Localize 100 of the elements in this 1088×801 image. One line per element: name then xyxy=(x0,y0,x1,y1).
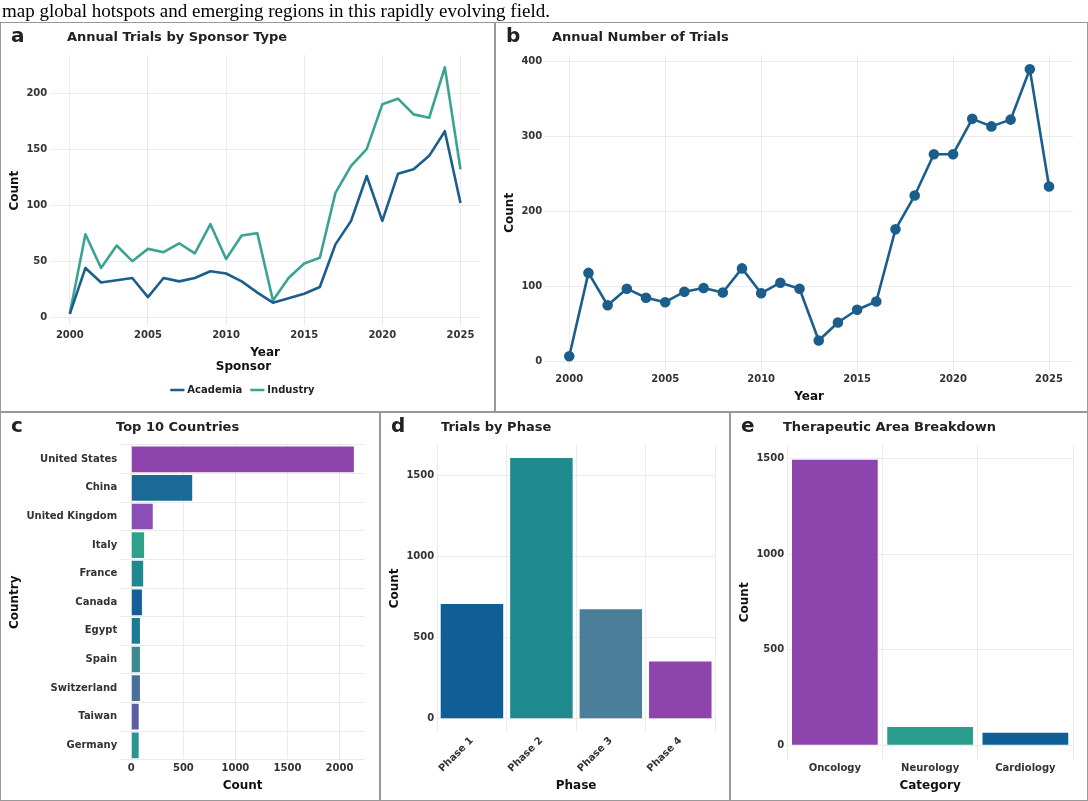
y-tick-label: 1000 xyxy=(406,550,435,562)
point xyxy=(717,287,729,298)
point xyxy=(698,282,709,294)
point xyxy=(890,224,901,235)
x-tick-label: 500 xyxy=(172,762,194,774)
y-tick-label: Taiwan xyxy=(78,710,118,722)
point xyxy=(602,299,613,311)
point xyxy=(909,190,920,201)
chart-title: Trials by Phase xyxy=(441,419,552,434)
y-tick-label: Canada xyxy=(75,595,118,607)
y-tick-label: France xyxy=(79,567,118,579)
y-tick-label: 1000 xyxy=(756,547,785,559)
y-tick-label: China xyxy=(85,481,118,493)
y-tick-label: 150 xyxy=(26,142,48,154)
bar xyxy=(131,703,139,730)
text: d xyxy=(391,413,406,437)
point xyxy=(736,263,748,274)
x-tick-label: 0 xyxy=(127,762,135,774)
point xyxy=(563,351,575,362)
point xyxy=(1024,63,1036,75)
point xyxy=(1043,181,1055,192)
chart-title: Annual Number of Trials xyxy=(552,29,729,44)
y-tick-label: 0 xyxy=(535,355,543,367)
point xyxy=(928,148,940,160)
point xyxy=(966,113,978,125)
point xyxy=(640,292,652,304)
legend-label: Industry xyxy=(267,383,316,395)
legend-title: Sponsor xyxy=(215,358,272,373)
bar xyxy=(792,459,878,745)
y-tick-label: 100 xyxy=(26,198,48,210)
chart-title: Annual Trials by Sponsor Type xyxy=(67,29,288,44)
point xyxy=(832,317,844,328)
point xyxy=(986,121,997,132)
y-tick-label: Switzerland xyxy=(50,681,118,693)
chart-title: Top 10 Countries xyxy=(116,419,240,434)
x-tick-label: 2020 xyxy=(939,373,968,385)
point xyxy=(813,335,825,346)
bar xyxy=(649,661,712,719)
y-axis-title: Count xyxy=(737,582,752,623)
x-axis-title: Year xyxy=(793,388,825,403)
bar xyxy=(131,560,144,587)
point xyxy=(583,267,594,279)
point xyxy=(851,304,863,316)
y-tick-label: Egypt xyxy=(84,624,118,636)
bar xyxy=(131,589,142,616)
text: e xyxy=(741,413,755,437)
y-tick-label: United States xyxy=(40,452,118,464)
x-axis-title: Phase xyxy=(555,777,597,792)
y-tick-label: 0 xyxy=(40,310,48,322)
y-tick-label: 50 xyxy=(33,254,48,266)
x-axis-title: Year xyxy=(249,344,281,359)
x-tick-label: 2000 xyxy=(555,373,584,385)
y-tick-label: Spain xyxy=(85,653,118,665)
x-tick-label: 2025 xyxy=(446,328,475,340)
bar xyxy=(131,732,139,759)
y-tick-label: 1500 xyxy=(756,451,785,463)
y-tick-label: 1500 xyxy=(406,469,435,481)
x-tick-label: 2015 xyxy=(290,328,319,340)
y-tick-label: United Kingdom xyxy=(26,510,118,522)
y-axis-title: Count xyxy=(387,568,402,609)
bar xyxy=(131,475,193,501)
y-axis-title: Country xyxy=(7,575,22,630)
point xyxy=(947,148,959,160)
x-axis-title: Count xyxy=(222,777,263,792)
x-tick-label: 1000 xyxy=(221,762,250,774)
point xyxy=(659,296,671,308)
x-axis-title: Category xyxy=(899,777,961,792)
chart-title: Therapeutic Area Breakdown xyxy=(783,419,997,434)
x-tick-label: 2010 xyxy=(747,373,776,385)
bar xyxy=(131,618,140,644)
text: a xyxy=(11,23,25,47)
legend-label: Academia xyxy=(187,383,243,395)
bar xyxy=(131,675,140,701)
y-tick-label: 200 xyxy=(521,204,543,216)
x-tick-label: 2005 xyxy=(134,328,162,340)
bar xyxy=(440,604,504,719)
bar xyxy=(131,446,354,473)
x-tick-label: 2020 xyxy=(368,328,397,340)
bar xyxy=(579,609,643,719)
x-tick-label: Neurology xyxy=(901,762,960,774)
x-tick-label: 1500 xyxy=(273,762,302,774)
x-tick-label: Oncology xyxy=(808,762,862,774)
point xyxy=(775,277,786,288)
point xyxy=(679,286,690,297)
bar xyxy=(510,457,573,719)
text: c xyxy=(11,413,23,437)
x-tick-label: 2010 xyxy=(212,328,241,340)
x-tick-label: 2015 xyxy=(843,373,872,385)
text: b xyxy=(506,23,521,47)
y-tick-label: Germany xyxy=(66,738,118,750)
x-tick-label: 2005 xyxy=(651,373,680,385)
point xyxy=(755,287,767,299)
y-tick-label: 500 xyxy=(413,631,435,643)
point xyxy=(1005,114,1016,125)
y-tick-label: 400 xyxy=(521,54,543,66)
y-tick-label: Italy xyxy=(91,538,118,550)
y-tick-label: 0 xyxy=(427,712,435,724)
point xyxy=(871,296,882,307)
bar xyxy=(131,503,153,530)
bar xyxy=(982,732,1069,745)
